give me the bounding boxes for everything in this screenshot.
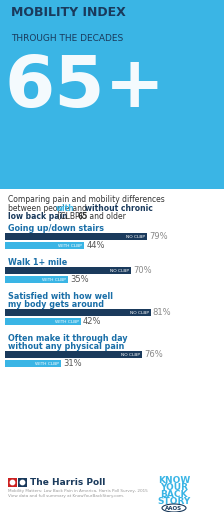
Ellipse shape bbox=[162, 504, 186, 512]
Text: 79%: 79% bbox=[149, 232, 168, 242]
Text: without chronic: without chronic bbox=[85, 204, 153, 213]
Text: WITH CLBP: WITH CLBP bbox=[42, 278, 66, 282]
Text: Walk 1+ mile: Walk 1+ mile bbox=[8, 259, 67, 267]
Text: 76%: 76% bbox=[144, 350, 163, 359]
Text: between people: between people bbox=[8, 204, 72, 213]
FancyBboxPatch shape bbox=[5, 243, 84, 249]
Text: MOBILITY INDEX: MOBILITY INDEX bbox=[11, 6, 126, 18]
Text: STORY: STORY bbox=[157, 497, 191, 506]
FancyBboxPatch shape bbox=[8, 478, 17, 487]
Text: NO CLBP: NO CLBP bbox=[110, 269, 129, 273]
FancyBboxPatch shape bbox=[5, 360, 61, 368]
Text: AAOS: AAOS bbox=[166, 505, 183, 510]
Text: 31%: 31% bbox=[63, 359, 82, 369]
Text: THROUGH THE DECADES: THROUGH THE DECADES bbox=[11, 34, 123, 43]
Text: YOUR: YOUR bbox=[160, 483, 188, 492]
Text: KNOW: KNOW bbox=[158, 476, 190, 485]
Text: WITH CLBP: WITH CLBP bbox=[35, 362, 59, 366]
Text: Mobility Matters: Low Back Pain in America, Harris Poll Survey, 2015
View data a: Mobility Matters: Low Back Pain in Ameri… bbox=[8, 489, 148, 498]
Text: and: and bbox=[70, 204, 89, 213]
Text: Often make it through day: Often make it through day bbox=[8, 334, 128, 344]
Text: BACK: BACK bbox=[160, 490, 188, 499]
Text: NO CLBP: NO CLBP bbox=[126, 235, 145, 239]
FancyBboxPatch shape bbox=[5, 318, 81, 326]
Text: with: with bbox=[56, 204, 75, 213]
Text: without any physical pain: without any physical pain bbox=[8, 343, 124, 351]
Text: 70%: 70% bbox=[133, 266, 152, 275]
Text: 35%: 35% bbox=[70, 275, 89, 285]
FancyBboxPatch shape bbox=[5, 276, 68, 284]
Text: 65+: 65+ bbox=[4, 53, 166, 122]
FancyBboxPatch shape bbox=[5, 351, 142, 358]
Text: Satisfied with how well: Satisfied with how well bbox=[8, 292, 113, 302]
Text: 44%: 44% bbox=[86, 242, 105, 250]
FancyBboxPatch shape bbox=[5, 267, 131, 274]
Text: 65: 65 bbox=[78, 212, 88, 221]
Text: NO CLBP: NO CLBP bbox=[121, 353, 140, 357]
Circle shape bbox=[10, 480, 15, 485]
Text: 42%: 42% bbox=[83, 317, 101, 327]
Text: The Harris Poll: The Harris Poll bbox=[30, 478, 105, 487]
FancyBboxPatch shape bbox=[5, 233, 147, 241]
Text: (CLBP): (CLBP) bbox=[55, 212, 85, 221]
Text: and older: and older bbox=[87, 212, 126, 221]
FancyBboxPatch shape bbox=[18, 478, 27, 487]
Text: 81%: 81% bbox=[153, 308, 171, 317]
FancyBboxPatch shape bbox=[5, 309, 151, 316]
Text: low back pain: low back pain bbox=[8, 212, 68, 221]
Text: WITH CLBP: WITH CLBP bbox=[55, 320, 79, 324]
Circle shape bbox=[20, 480, 25, 485]
FancyBboxPatch shape bbox=[0, 0, 224, 189]
Text: NO CLBP: NO CLBP bbox=[130, 311, 149, 315]
Text: Going up/down stairs: Going up/down stairs bbox=[8, 224, 104, 233]
Text: WITH CLBP: WITH CLBP bbox=[58, 244, 82, 248]
Text: Comparing pain and mobility differences: Comparing pain and mobility differences bbox=[8, 196, 165, 204]
Text: my body gets around: my body gets around bbox=[8, 301, 104, 309]
